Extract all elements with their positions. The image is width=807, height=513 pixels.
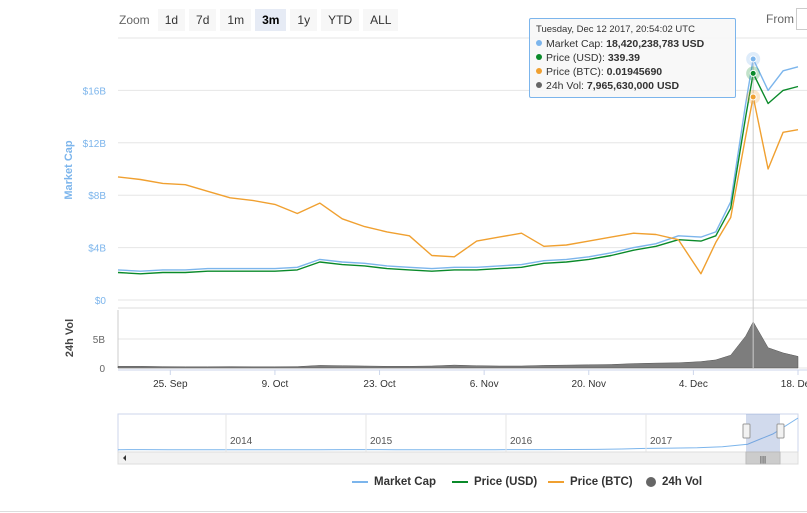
legend-item-market-cap[interactable]: Market Cap (352, 476, 436, 488)
y-axis-title: Market Cap (63, 140, 75, 200)
tooltip-value: 0.01945690 (606, 66, 663, 78)
legend-label: 24h Vol (662, 476, 703, 488)
volume-area (117, 321, 799, 369)
tooltip-date: Tuesday, Dec 12 2017, 20:54:02 UTC (536, 24, 695, 35)
navigator: 2014 2015 2016 2017 ||| (117, 413, 799, 465)
x-tick-label: 6. Nov (470, 379, 499, 390)
legend-label: Price (BTC) (570, 476, 633, 488)
navigator-year-label: 2014 (230, 436, 253, 447)
navigator-selection (746, 414, 780, 452)
x-tick-label: 9. Oct (262, 379, 289, 390)
tooltip-value: 7,965,630,000 USD (586, 80, 680, 92)
navigator-handle[interactable] (742, 423, 751, 439)
dot-icon (646, 477, 656, 487)
y-tick-label: $8B (88, 191, 106, 202)
legend-item-price-usd[interactable]: Price (USD) (452, 476, 537, 488)
legend-item-price-btc[interactable]: Price (BTC) (548, 476, 633, 488)
price-btc-dot-icon (536, 68, 542, 74)
tooltip-row-price-usd: Price (USD): 339.39 (536, 51, 729, 65)
grip-icon: ||| (760, 455, 766, 464)
navigator-handle[interactable] (776, 423, 785, 439)
series-line-market-cap (117, 58, 799, 272)
chart-series (117, 51, 799, 369)
vol-axis-title: 24h Vol (64, 319, 76, 357)
vol-tick-label: 0 (99, 364, 105, 375)
zoom-bar: Zoom 1d 7d 1m 3m 1y YTD ALL (119, 9, 399, 31)
scroll-left-icon[interactable] (123, 455, 126, 461)
navigator-year-label: 2016 (510, 436, 533, 447)
tooltip-row-volume: 24h Vol: 7,965,630,000 USD (536, 79, 729, 93)
zoom-7d-button[interactable]: 7d (189, 9, 217, 31)
tooltip-row-price-btc: Price (BTC): 0.01945690 (536, 65, 729, 79)
x-tick-label: 25. Sep (153, 379, 188, 390)
legend: Market Cap Price (USD) Price (BTC) 24h V… (0, 476, 807, 496)
from-date-input[interactable] (796, 8, 807, 30)
zoom-all-button[interactable]: ALL (363, 9, 399, 31)
scrollbar-thumb[interactable] (745, 451, 781, 465)
tooltip-label: Market Cap: (546, 38, 604, 50)
x-tick-label: 4. Dec (679, 379, 708, 390)
zoom-ytd-button[interactable]: YTD (321, 9, 360, 31)
navigator-series (117, 417, 799, 451)
line-icon (452, 481, 468, 483)
y-tick-label: $4B (88, 244, 106, 255)
tooltip-label: 24h Vol: (546, 80, 584, 92)
y-tick-label: $12B (83, 139, 107, 150)
zoom-1d-button[interactable]: 1d (157, 9, 186, 31)
line-icon (548, 481, 564, 483)
navigator-frame (117, 413, 799, 453)
chart-axes: $0 $4B $8B $12B $16B Market Cap 0 5B 24h Vol 25. … (63, 86, 807, 390)
x-tick-label: 18. Dec (781, 379, 807, 390)
bottom-divider (0, 511, 807, 512)
hover-point (749, 69, 757, 77)
zoom-3m-button[interactable]: 3m (255, 9, 287, 31)
y-tick-label: $16B (83, 86, 107, 97)
series-line-price-usd (117, 72, 799, 275)
y-tick-label: $0 (95, 296, 107, 307)
line-icon (352, 481, 368, 483)
scrollbar-track[interactable] (117, 451, 799, 465)
volume-dot-icon (536, 82, 542, 88)
series-line-price-btc (117, 96, 799, 275)
hover-point (749, 55, 757, 63)
hover-point (749, 93, 757, 101)
navigator-year-label: 2017 (650, 436, 673, 447)
market-cap-dot-icon (536, 40, 542, 46)
x-tick-label: 23. Oct (363, 379, 395, 390)
from-label: From (766, 12, 794, 26)
zoom-label: Zoom (119, 13, 150, 27)
tooltip-label: Price (USD): (546, 52, 605, 64)
legend-label: Price (USD) (474, 476, 538, 488)
vol-tick-label: 5B (93, 335, 106, 346)
zoom-1y-button[interactable]: 1y (290, 9, 318, 31)
tooltip-value: 339.39 (607, 52, 640, 64)
tooltip-label: Price (BTC): (546, 66, 604, 78)
price-usd-dot-icon (536, 54, 542, 60)
tooltip-row-market-cap: Market Cap: 18,420,238,783 USD (536, 37, 729, 51)
legend-label: Market Cap (374, 476, 436, 488)
tooltip-value: 18,420,238,783 USD (606, 38, 705, 50)
navigator-year-label: 2015 (370, 436, 393, 447)
legend-item-volume[interactable]: 24h Vol (646, 476, 702, 488)
x-tick-label: 20. Nov (572, 379, 606, 390)
zoom-1m-button[interactable]: 1m (220, 9, 252, 31)
tooltip: Tuesday, Dec 12 2017, 20:54:02 UTC Marke… (529, 18, 736, 98)
